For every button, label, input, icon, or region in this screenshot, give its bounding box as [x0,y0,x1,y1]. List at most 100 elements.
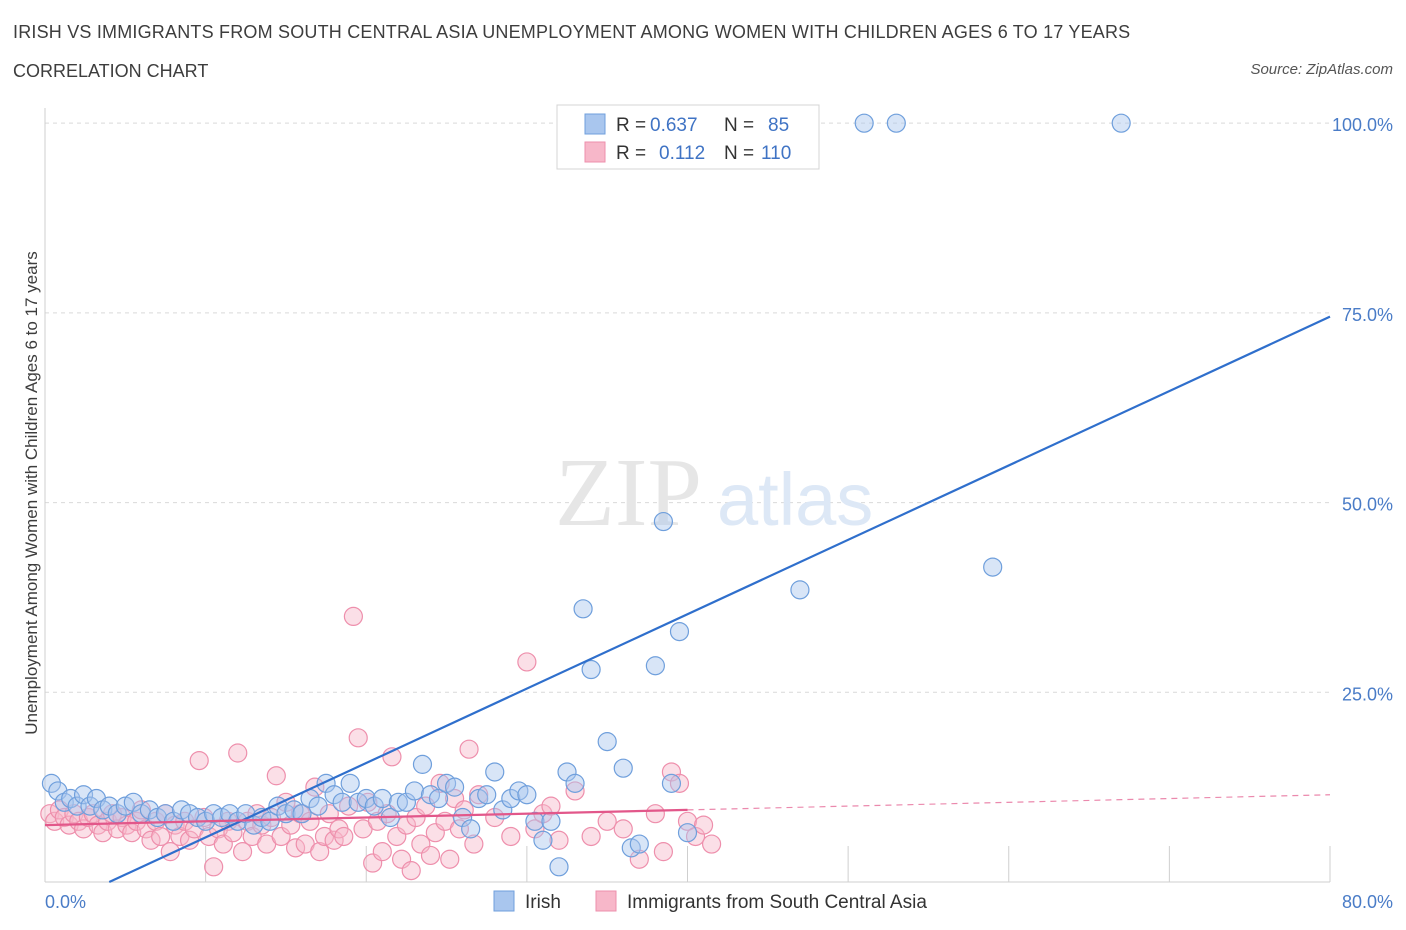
immigrants-point-34 [204,857,224,877]
irish-point-42 [364,796,384,816]
irish-point-74 [645,656,665,676]
source-label: Source: ZipAtlas.com [1250,61,1393,78]
immigrants-point-75 [401,861,421,881]
immigrants-point-90 [485,807,505,828]
immigrants-point-97 [565,781,585,801]
irish-point-47 [404,781,425,801]
x-tick-label-0: 0.0% [45,892,86,912]
irish-point-71 [613,758,633,778]
irish-trend-line [108,315,1331,883]
immigrants-points [40,606,722,881]
bottom-legend-label-immigrants: Immigrants from South Central Asia [627,892,927,913]
legend-r-value-irish: 0.637 [650,115,698,136]
immigrants-point-83 [440,849,460,869]
immigrants-point-23 [151,826,171,847]
immigrants-point-69 [372,842,392,862]
trend-lines [44,315,1331,883]
immigrants-point-87 [459,739,479,759]
immigrants-point-85 [449,819,470,839]
legend-r-label-immigrants: R = [616,143,646,164]
irish-point-84 [1111,113,1131,133]
irish-point-68 [573,599,593,619]
legend-n-label-irish: N = [724,115,754,136]
irish-point-5 [73,785,94,805]
irish-point-53 [453,807,473,828]
immigrants-point-56 [310,842,330,862]
immigrants-point-102 [645,804,665,824]
irish-point-3 [61,788,81,809]
irish-point-50 [428,788,449,809]
irish-point-24 [220,804,240,824]
bottom-legend-swatch-irish [493,890,515,912]
irish-point-61 [517,785,537,805]
watermark-atlas: atlas [717,458,873,541]
irish-point-73 [629,834,649,854]
x-tick-label-1: 80.0% [1342,892,1393,912]
immigrants-point-59 [324,830,344,850]
irish-point-9 [99,796,119,816]
irish-point-48 [412,754,433,774]
irish-point-64 [541,811,561,831]
immigrants-point-40 [232,842,253,862]
irish-point-52 [444,777,465,797]
irish-point-69 [581,659,601,680]
immigrants-point-91 [501,826,521,847]
irish-point-78 [677,823,698,843]
irish-point-75 [653,511,674,532]
immigrants-point-47 [266,766,286,786]
legend-r-label-irish: R = [616,115,646,136]
irish-point-62 [525,811,545,831]
immigrants-point-109 [701,834,722,854]
legend-swatch-irish [584,113,606,135]
watermark-zip: ZIP [555,439,702,547]
immigrants-point-103 [653,842,674,862]
immigrants-point-64 [348,728,368,748]
irish-point-76 [661,773,682,793]
bottom-legend-swatch-immigrants [595,890,617,912]
immigrants-point-79 [420,845,441,866]
legend-n-value-immigrants: 110 [761,143,791,164]
immigrants-point-39 [228,743,248,763]
irish-point-12 [123,792,143,812]
legend-swatch-immigrants [584,141,606,163]
immigrants-point-54 [300,811,320,831]
axes [44,108,1331,883]
irish-point-41 [356,788,376,809]
bottom-legend-label-irish: Irish [525,892,561,913]
irish-point-46 [396,792,417,812]
irish-point-56 [477,785,497,805]
y-tick-label-1: 75.0% [1342,305,1393,325]
irish-point-59 [501,788,521,809]
y-tick-label-2: 50.0% [1342,495,1393,515]
legend-r-value-immigrants: 0.112 [659,143,705,164]
immigrants-point-93 [525,819,545,839]
immigrants-point-51 [285,838,306,858]
immigrants-point-99 [597,811,617,831]
immigrants-point-104 [661,762,682,782]
irish-point-35 [308,796,328,816]
immigrants-point-21 [141,830,161,850]
legend-n-value-irish: 85 [768,115,789,136]
immigrants-trend-extension [687,794,1331,811]
irish-point-57 [485,762,505,782]
irish-point-81 [854,113,874,133]
irish-point-6 [80,796,100,816]
y-tick-label-0: 100.0% [1332,115,1393,135]
grid-lines [45,122,1330,693]
irish-point-83 [983,557,1003,577]
irish-point-67 [565,773,585,793]
chart-subtitle: CORRELATION CHART [13,61,209,81]
immigrants-point-100 [613,819,633,839]
irish-point-70 [597,732,617,752]
irish-point-38 [332,792,352,812]
irish-point-45 [388,792,408,812]
irish-point-82 [886,113,906,133]
irish-point-65 [549,857,569,877]
irish-point-39 [340,773,360,793]
immigrants-point-88 [464,834,484,854]
irish-point-14 [139,800,160,820]
irish-point-80 [790,580,810,600]
irish-point-29 [260,811,280,831]
irish-point-43 [372,788,392,809]
immigrants-point-96 [549,830,569,850]
